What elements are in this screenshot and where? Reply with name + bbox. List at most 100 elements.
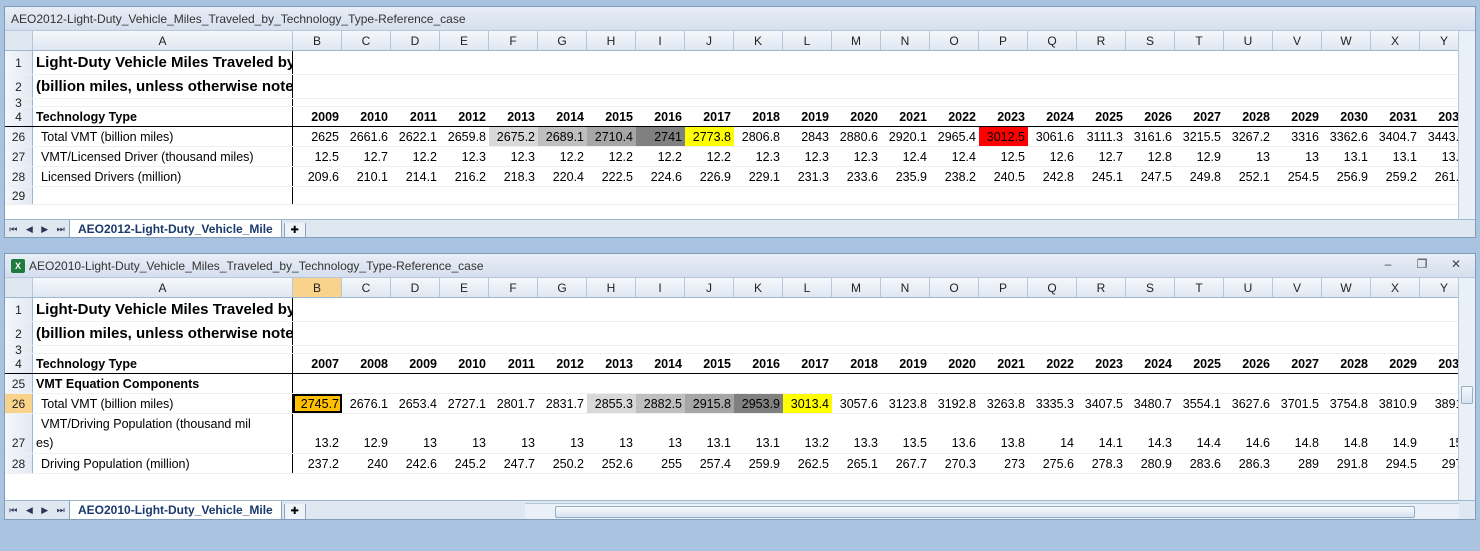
cell-value[interactable]: 2014 xyxy=(654,356,682,371)
next-sheet-icon[interactable]: ▶ xyxy=(41,224,49,234)
cell-value[interactable]: 2024 xyxy=(1046,109,1074,124)
cell-value[interactable]: 255 xyxy=(661,456,682,471)
column-header[interactable]: X xyxy=(1371,31,1420,50)
cell-value[interactable] xyxy=(783,298,832,321)
cell-value[interactable] xyxy=(734,51,783,74)
cell-label[interactable]: VMT/Licensed Driver (thousand miles) xyxy=(33,147,293,166)
row-header[interactable]: 4 xyxy=(5,354,33,373)
cell-value[interactable]: 256.9 xyxy=(1336,169,1368,184)
column-header[interactable]: T xyxy=(1175,31,1224,50)
cell-value[interactable] xyxy=(489,374,538,393)
column-header[interactable]: I xyxy=(636,278,685,297)
cell-value[interactable] xyxy=(930,322,979,345)
last-sheet-icon[interactable]: ⏭ xyxy=(56,224,65,234)
cell-value[interactable] xyxy=(1175,75,1224,98)
cell-value[interactable] xyxy=(587,187,636,204)
row-header[interactable]: 27 xyxy=(5,147,33,166)
cell-value[interactable]: 13 xyxy=(521,436,535,450)
cell-value[interactable]: 3335.3 xyxy=(1035,396,1074,411)
cell-value[interactable] xyxy=(734,298,783,321)
column-header[interactable]: M xyxy=(832,278,881,297)
cell-value[interactable]: 265.1 xyxy=(846,456,878,471)
cell-value[interactable] xyxy=(440,99,489,106)
cell-value[interactable] xyxy=(342,99,391,106)
column-header[interactable]: X xyxy=(1371,278,1420,297)
cell-value[interactable] xyxy=(538,51,587,74)
cell-value[interactable] xyxy=(636,374,685,393)
column-header[interactable]: O xyxy=(930,31,979,50)
cell-value[interactable]: 13.2 xyxy=(314,436,339,450)
column-header[interactable]: E xyxy=(440,278,489,297)
column-header[interactable]: H xyxy=(587,31,636,50)
cell-value[interactable] xyxy=(881,322,930,345)
next-sheet-icon[interactable]: ▶ xyxy=(41,505,49,515)
cell-value[interactable]: 2953.9 xyxy=(734,394,783,413)
cell-value[interactable]: 12.6 xyxy=(1049,149,1074,164)
column-header[interactable]: H xyxy=(587,278,636,297)
cell-value[interactable] xyxy=(783,374,832,393)
cell-value[interactable] xyxy=(1126,322,1175,345)
restore-icon[interactable]: ❐ xyxy=(1416,257,1428,271)
cell-value[interactable]: 2010 xyxy=(458,356,486,371)
cell-value[interactable]: 231.3 xyxy=(797,169,829,184)
column-header[interactable]: L xyxy=(783,31,832,50)
cell-value[interactable]: 14.9 xyxy=(1392,436,1417,450)
cell-value[interactable]: 291.8 xyxy=(1336,456,1368,471)
cell-value[interactable] xyxy=(1273,187,1322,204)
cell-label[interactable]: Driving Population (million) xyxy=(33,454,293,473)
cell-value[interactable] xyxy=(1273,374,1322,393)
window-titlebar[interactable]: AEO2012-Light-Duty_Vehicle_Miles_Travele… xyxy=(5,7,1475,31)
cell-value[interactable]: 286.3 xyxy=(1238,456,1270,471)
row-header[interactable]: 25 xyxy=(5,374,33,393)
row-header[interactable]: 2 xyxy=(5,75,33,98)
insert-sheet-icon[interactable]: ✚ xyxy=(283,504,306,519)
cell-value[interactable] xyxy=(685,298,734,321)
cell-value[interactable]: 2020 xyxy=(948,356,976,371)
cell-value[interactable] xyxy=(1371,322,1420,345)
column-header[interactable]: N xyxy=(881,31,930,50)
insert-sheet-icon[interactable]: ✚ xyxy=(283,223,306,237)
cell-value[interactable]: 2023 xyxy=(997,109,1025,124)
column-header[interactable]: L xyxy=(783,278,832,297)
cell-value[interactable]: 2021 xyxy=(899,109,927,124)
cell-value[interactable]: 14.8 xyxy=(1343,436,1368,450)
cell-value[interactable] xyxy=(538,99,587,106)
cell-label[interactable]: Light-Duty Vehicle Miles Traveled by Tec… xyxy=(33,51,293,74)
cell-value[interactable] xyxy=(734,75,783,98)
cell-value[interactable]: 3701.5 xyxy=(1280,396,1319,411)
cell-value[interactable]: 13 xyxy=(472,436,486,450)
cell-value[interactable] xyxy=(293,298,342,321)
cell-value[interactable]: 12.3 xyxy=(853,149,878,164)
cell-value[interactable]: 2027 xyxy=(1291,356,1319,371)
cell-value[interactable]: 12.5 xyxy=(314,149,339,164)
cell-value[interactable]: 280.9 xyxy=(1140,456,1172,471)
cell-value[interactable]: 2019 xyxy=(801,109,829,124)
cell-value[interactable]: 3407.5 xyxy=(1084,396,1123,411)
cell-value[interactable]: 2727.1 xyxy=(447,396,486,411)
cell-value[interactable]: 2016 xyxy=(654,109,682,124)
cell-value[interactable]: 249.8 xyxy=(1189,169,1221,184)
cell-value[interactable]: 2009 xyxy=(311,109,339,124)
cell-value[interactable]: 12.2 xyxy=(559,149,584,164)
cell-value[interactable] xyxy=(832,298,881,321)
cell-value[interactable]: 242.8 xyxy=(1042,169,1074,184)
cell-value[interactable]: 294.5 xyxy=(1385,456,1417,471)
horizontal-scrollbar[interactable] xyxy=(525,503,1459,519)
cell-value[interactable] xyxy=(783,346,832,353)
cell-value[interactable]: 2010 xyxy=(360,109,388,124)
cell-value[interactable] xyxy=(685,99,734,106)
cell-label[interactable] xyxy=(33,346,293,353)
column-header[interactable]: C xyxy=(342,278,391,297)
column-header[interactable]: V xyxy=(1273,31,1322,50)
cell-value[interactable] xyxy=(1028,51,1077,74)
select-all-corner[interactable] xyxy=(5,31,33,50)
cell-value[interactable]: 224.6 xyxy=(650,169,682,184)
cell-value[interactable]: 3404.7 xyxy=(1378,129,1417,144)
row-header[interactable]: 1 xyxy=(5,51,33,74)
column-header[interactable]: I xyxy=(636,31,685,50)
cell-value[interactable] xyxy=(979,99,1028,106)
cell-value[interactable]: 2014 xyxy=(556,109,584,124)
cell-value[interactable]: 218.3 xyxy=(503,169,535,184)
cell-value[interactable] xyxy=(685,322,734,345)
